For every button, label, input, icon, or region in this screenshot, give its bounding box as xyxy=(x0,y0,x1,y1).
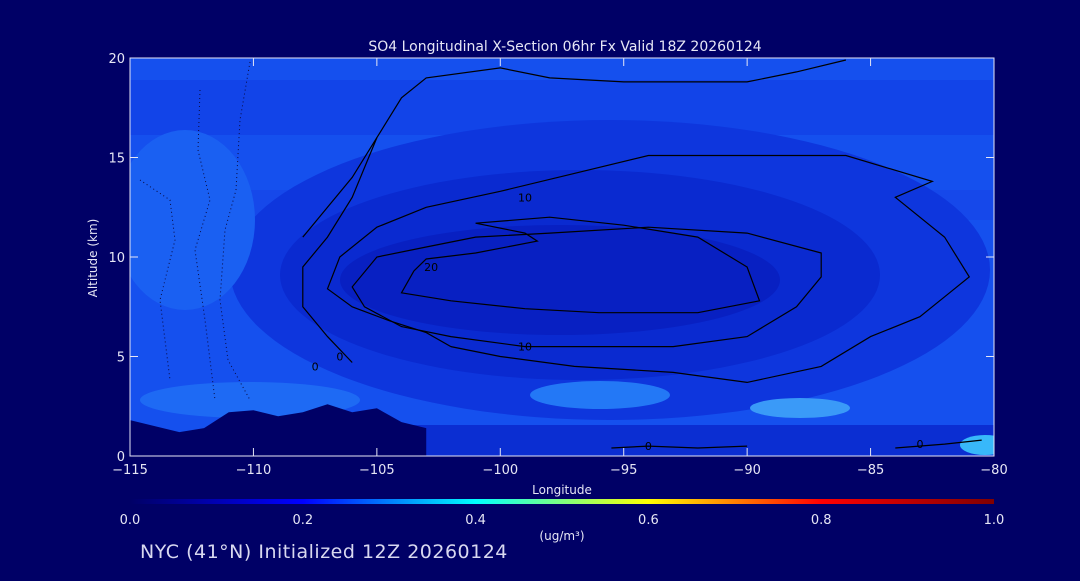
y-axis: 0 5 10 15 20 xyxy=(108,52,994,465)
x-tick-label: −85 xyxy=(857,463,884,478)
y-tick-label: 15 xyxy=(108,152,125,167)
concentration-field: 0 0 0 0 10 10 20 xyxy=(130,58,994,456)
colorbar-ticks: 0.0 0.2 0.4 0.6 0.8 1.0 xyxy=(120,513,1005,528)
x-tick-label: −105 xyxy=(359,463,395,478)
x-tick-label: −115 xyxy=(112,463,148,478)
surface-layer xyxy=(390,425,994,456)
contour-line-0 xyxy=(302,137,378,363)
x-tick-label: −110 xyxy=(236,463,272,478)
contour-label: 0 xyxy=(645,440,652,453)
x-tick-label: −95 xyxy=(610,463,637,478)
colorbar xyxy=(130,499,994,504)
west-high xyxy=(130,130,255,310)
contour-line-10 xyxy=(351,226,822,348)
dotted-contour-3 xyxy=(139,179,176,381)
x-tick-label: −90 xyxy=(733,463,760,478)
y-tick-label: 5 xyxy=(117,351,125,366)
contour-label: 10 xyxy=(518,191,532,204)
contour-line-0 xyxy=(302,59,847,238)
surface-hotspot xyxy=(960,435,994,455)
y-axis-label: Altitude (km) xyxy=(86,219,100,298)
contour-line-20 xyxy=(400,216,761,314)
footer-caption: NYC (41°N) Initialized 12Z 20260124 xyxy=(140,541,508,563)
contour-label: 20 xyxy=(424,261,438,274)
colorbar-tick-label: 0.8 xyxy=(811,513,832,528)
plume-core xyxy=(340,225,780,335)
dotted-contours xyxy=(139,61,251,401)
lowlevel-patch-2 xyxy=(750,398,850,418)
colorbar-tick-label: 0.4 xyxy=(465,513,486,528)
x-tick-label: −100 xyxy=(482,463,518,478)
terrain-mask xyxy=(130,404,427,456)
x-axis-label: Longitude xyxy=(532,483,592,497)
colorbar-tick-label: 0.6 xyxy=(638,513,659,528)
x-tick-label: −80 xyxy=(980,463,1007,478)
contour-line-0 xyxy=(895,439,982,449)
colorbar-unit: (ug/m³) xyxy=(539,529,584,543)
lowlevel-patch-1 xyxy=(530,381,670,409)
colorbar-tick-label: 1.0 xyxy=(984,513,1005,528)
contour-label: 0 xyxy=(336,351,343,364)
contour-label: 0 xyxy=(916,438,923,451)
x-axis: −115 −110 −105 −100 −95 −90 −85 −80 xyxy=(112,58,1008,478)
contour-label: 10 xyxy=(518,341,532,354)
contour-line-10 xyxy=(326,154,971,384)
y-tick-label: 0 xyxy=(117,450,125,465)
y-tick-label: 10 xyxy=(108,251,125,266)
y-tick-label: 20 xyxy=(108,52,125,67)
colorbar-tick-label: 0.0 xyxy=(120,513,141,528)
contour-lines: 0 0 0 0 10 10 20 xyxy=(302,59,982,453)
lowlevel-patch-3 xyxy=(140,382,360,418)
chart-title: SO4 Longitudinal X-Section 06hr Fx Valid… xyxy=(368,39,761,55)
contour-label: 0 xyxy=(312,360,319,373)
contour-line-0 xyxy=(611,445,748,449)
colorbar-tick-label: 0.2 xyxy=(292,513,313,528)
